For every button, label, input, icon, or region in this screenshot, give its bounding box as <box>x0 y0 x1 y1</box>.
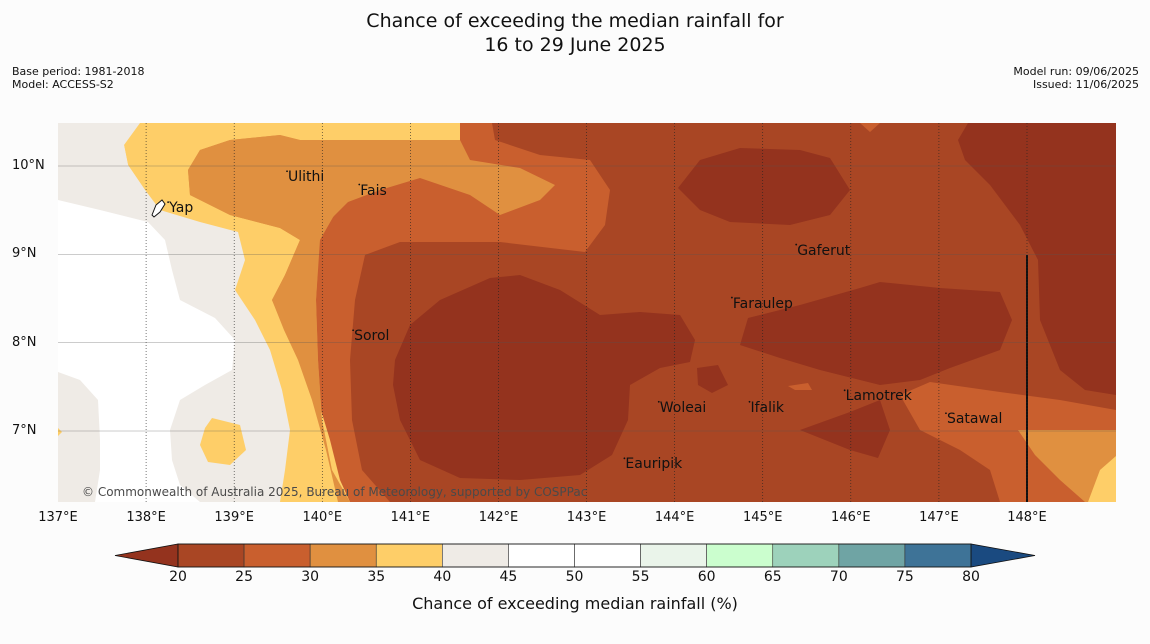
contour-below-20-far-east <box>958 123 1116 395</box>
colorbar-tick-label: 80 <box>962 569 980 585</box>
longitude-tick-label: 140°E <box>302 510 343 525</box>
colorbar-tick-label: 50 <box>565 569 584 585</box>
place-marker <box>352 329 355 332</box>
place-label-woleai: Woleai <box>659 399 707 416</box>
colorbar-segment <box>706 543 774 568</box>
longitude-tick-label: 143°E <box>566 510 607 525</box>
colorbar-segment <box>177 543 245 568</box>
colorbar-segment <box>574 543 641 568</box>
longitude-tick-label: 139°E <box>214 510 254 525</box>
map-contours <box>58 123 1116 502</box>
contour-below-20-north <box>678 148 850 225</box>
longitude-tick-label: 142°E <box>478 510 519 525</box>
colorbar-segment <box>904 543 972 568</box>
yap-island-shape <box>151 199 166 218</box>
colorbar-tick-label: 65 <box>763 569 782 585</box>
latitude-tick-label: 7°N <box>12 423 37 438</box>
map-gridlines <box>58 123 1116 502</box>
place-marker <box>657 400 660 403</box>
place-label-sorol: Sorol <box>354 328 390 345</box>
longitude-tick-label: 145°E <box>742 510 783 525</box>
place-label-lamotrek: Lamotrek <box>845 388 912 405</box>
place-label-gaferut: Gaferut <box>797 242 851 259</box>
place-marker <box>945 412 947 415</box>
colorbar-tick-label: 75 <box>895 569 914 585</box>
place-label-yap: Yap <box>169 200 194 217</box>
colorbar-segment <box>772 543 840 568</box>
title-line-1: Chance of exceeding the median rainfall … <box>366 10 784 32</box>
base-period-label: Base period: 1981-2018 <box>12 65 145 78</box>
longitude-tick-label: 148°E <box>1007 510 1047 525</box>
place-marker <box>795 243 798 246</box>
place-label-fais: Fais <box>360 182 387 199</box>
contour-below-20-east <box>740 282 1012 385</box>
colorbar-under-triangle <box>114 543 179 568</box>
place-label-ifalik: Ifalik <box>750 399 785 416</box>
colorbar-tick-label: 45 <box>499 569 518 585</box>
colorbar-segment <box>640 543 707 568</box>
colorbar-segment <box>243 543 311 568</box>
colorbar-segment <box>375 543 443 568</box>
longitude-tick-label: 146°E <box>831 510 871 525</box>
colorbar-segment <box>508 543 575 568</box>
colorbar-tick-label: 25 <box>235 569 253 585</box>
issued-label: Issued: 11/06/2025 <box>1032 78 1139 91</box>
colorbar-outline <box>177 543 972 568</box>
model-label: Model: ACCESS-S2 <box>12 78 114 91</box>
place-marker <box>623 457 626 460</box>
place-marker <box>286 170 288 173</box>
longitude-tick-label: 141°E <box>390 510 431 525</box>
colorbar-tick-label: 20 <box>169 569 187 585</box>
longitude-tick-label: 137°E <box>38 510 78 525</box>
contour-45-55 <box>58 200 235 502</box>
place-marker <box>843 389 846 392</box>
colorbar-segment <box>309 543 377 568</box>
title-line-2: 16 to 29 June 2025 <box>484 34 666 56</box>
longitude-tick-label: 138°E <box>126 510 166 525</box>
longitude-tick-label: 144°E <box>654 510 695 525</box>
copyright-notice: © Commonwealth of Australia 2025, Bureau… <box>82 485 588 499</box>
latitude-tick-label: 9°N <box>12 246 37 262</box>
colorbar-tick-label: 40 <box>433 569 452 585</box>
colorbar-tick-label: 55 <box>631 569 650 585</box>
place-label-satawal: Satawal <box>946 411 1003 428</box>
title-text: Chance of exceeding the median rainfall … <box>0 9 1150 57</box>
contour-below-20-central <box>393 275 695 480</box>
place-marker <box>748 400 751 403</box>
model-run-label: Model run: 09/06/2025 <box>1013 65 1139 78</box>
colorbar-tick-label: 35 <box>367 569 386 585</box>
place-marker <box>358 183 361 186</box>
place-marker <box>730 296 733 299</box>
colorbar-segment <box>442 543 509 568</box>
base-period-info: Base period: 1981-2018 Model: ACCESS-S2 <box>12 65 144 91</box>
colorbar-segment <box>838 543 906 568</box>
colorbar-over-triangle <box>970 543 1036 568</box>
colorbar-tick-label: 60 <box>697 569 716 585</box>
latitude-tick-label: 8°N <box>12 334 37 350</box>
colorbar-tick-label: 30 <box>301 569 320 585</box>
colorbar-tick-label: 70 <box>829 569 848 585</box>
place-label-eauripik: Eauripik <box>625 456 683 473</box>
place-label-ulithi: Ulithi <box>288 169 325 186</box>
latitude-tick-label: 10°N <box>12 158 45 173</box>
place-label-faraulep: Faraulep <box>732 295 793 312</box>
longitude-tick-label: 147°E <box>919 510 959 525</box>
colorbar-title: Chance of exceeding median rainfall (%) <box>412 594 738 613</box>
colorbar <box>114 543 1036 568</box>
model-run-info: Model run: 09/06/2025 Issued: 11/06/2025 <box>1013 65 1139 91</box>
place-marker <box>167 201 170 204</box>
